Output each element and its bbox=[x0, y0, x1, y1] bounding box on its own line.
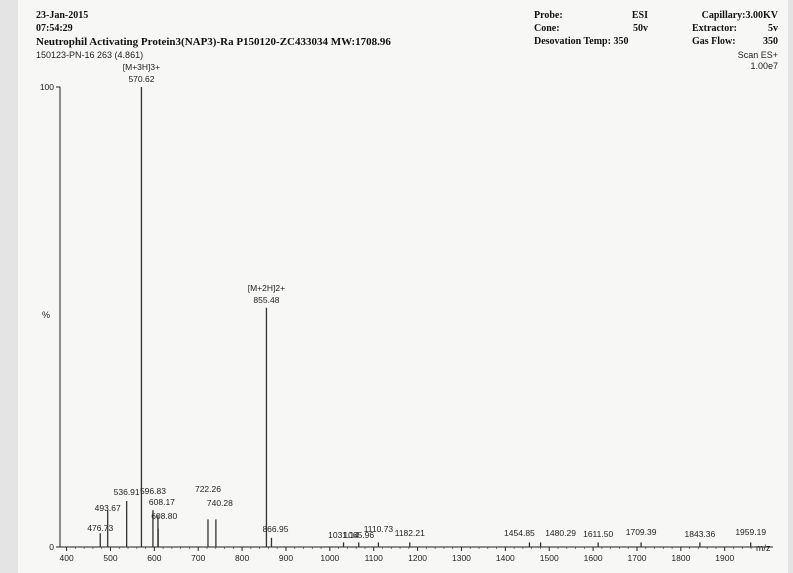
acquisition-date: 23-Jan-2015 bbox=[36, 10, 89, 21]
y-tick-label: 0 bbox=[49, 542, 54, 552]
gas-flow-value: 350 bbox=[763, 36, 778, 47]
capillary-voltage: Capillary:3.00KV bbox=[701, 10, 778, 21]
peak-label: 722.26 bbox=[195, 484, 221, 494]
peak-label: 855.48 bbox=[253, 295, 279, 305]
peak-label: 1182.21 bbox=[395, 528, 425, 538]
peak-label: 493.67 bbox=[95, 503, 121, 513]
x-tick-label: 1100 bbox=[365, 553, 384, 563]
peak-label: 1454.85 bbox=[504, 528, 535, 538]
peak-label: 570.62 bbox=[128, 74, 154, 84]
peak-label: 1611.50 bbox=[583, 529, 613, 539]
x-axis-title: m/z bbox=[756, 543, 771, 553]
intensity-max: 1.00e7 bbox=[750, 61, 778, 71]
x-tick-label: 700 bbox=[191, 553, 205, 563]
peak-label: 1065.96 bbox=[343, 530, 374, 540]
scan-mode: Scan ES+ bbox=[737, 50, 778, 60]
peak-label: 1480.29 bbox=[545, 528, 576, 538]
extractor-value: 5v bbox=[768, 23, 778, 34]
spectrum-printout: 23-Jan-2015 07:54:29 Neutrophil Activati… bbox=[18, 0, 788, 573]
x-tick-label: 600 bbox=[147, 553, 161, 563]
peak-label: 608.17 bbox=[149, 497, 175, 507]
peak-label: 596.83 bbox=[140, 486, 166, 496]
x-tick-label: 1400 bbox=[496, 553, 515, 563]
y-tick-label: 100 bbox=[40, 82, 54, 92]
x-tick-label: 1500 bbox=[540, 553, 559, 563]
y-axis-title: % bbox=[42, 310, 50, 320]
mass-spectrum-chart: 400 500 600 700 800 900 1000 1100 1200 1300 1400 15… bbox=[40, 62, 773, 563]
x-tick-label: 900 bbox=[279, 553, 293, 563]
x-tick-label: 1200 bbox=[408, 553, 427, 563]
extractor-label: Extractor: bbox=[692, 23, 737, 34]
x-tick-label: 1000 bbox=[320, 553, 339, 563]
probe-value: ESI bbox=[631, 10, 648, 21]
peak-label: 1031.14 bbox=[328, 530, 359, 540]
peak-label: 608.80 bbox=[151, 511, 177, 521]
acquisition-time: 07:54:29 bbox=[36, 23, 73, 34]
peak-label: 1709.39 bbox=[626, 527, 657, 537]
x-tick-label: 1300 bbox=[452, 553, 471, 563]
peak-label: 536.91 bbox=[114, 487, 140, 497]
gas-flow-label: Gas Flow: bbox=[692, 36, 736, 47]
peak-label: 1110.73 bbox=[364, 524, 394, 534]
x-tick-label: 500 bbox=[103, 553, 117, 563]
sample-info: 150123-PN-16 263 (4.861) bbox=[36, 50, 144, 60]
x-tick-label: 1600 bbox=[584, 553, 603, 563]
peak-label: 740.28 bbox=[207, 498, 233, 508]
cone-value: 50v bbox=[633, 23, 648, 34]
peak-label: 866.95 bbox=[262, 524, 288, 534]
desolvation-temp: Desovation Temp: 350 bbox=[534, 36, 629, 47]
chart-title: Neutrophil Activating Protein3(NAP3)-Ra … bbox=[36, 36, 391, 48]
ion-annotation: [M+2H]2+ bbox=[248, 283, 285, 293]
ion-annotation: [M+3H]3+ bbox=[123, 62, 160, 72]
x-tick-label: 400 bbox=[59, 553, 73, 563]
x-tick-label: 800 bbox=[235, 553, 249, 563]
x-tick-label: 1800 bbox=[671, 553, 690, 563]
peak-label: 476.73 bbox=[87, 523, 113, 533]
x-tick-label: 1700 bbox=[628, 553, 647, 563]
x-tick-label: 1900 bbox=[715, 553, 734, 563]
peak-label: 1843.36 bbox=[685, 529, 716, 539]
cone-label: Cone: bbox=[534, 23, 560, 34]
peak-label: 1959.19 bbox=[735, 527, 766, 537]
probe-label: Probe: bbox=[534, 10, 563, 21]
